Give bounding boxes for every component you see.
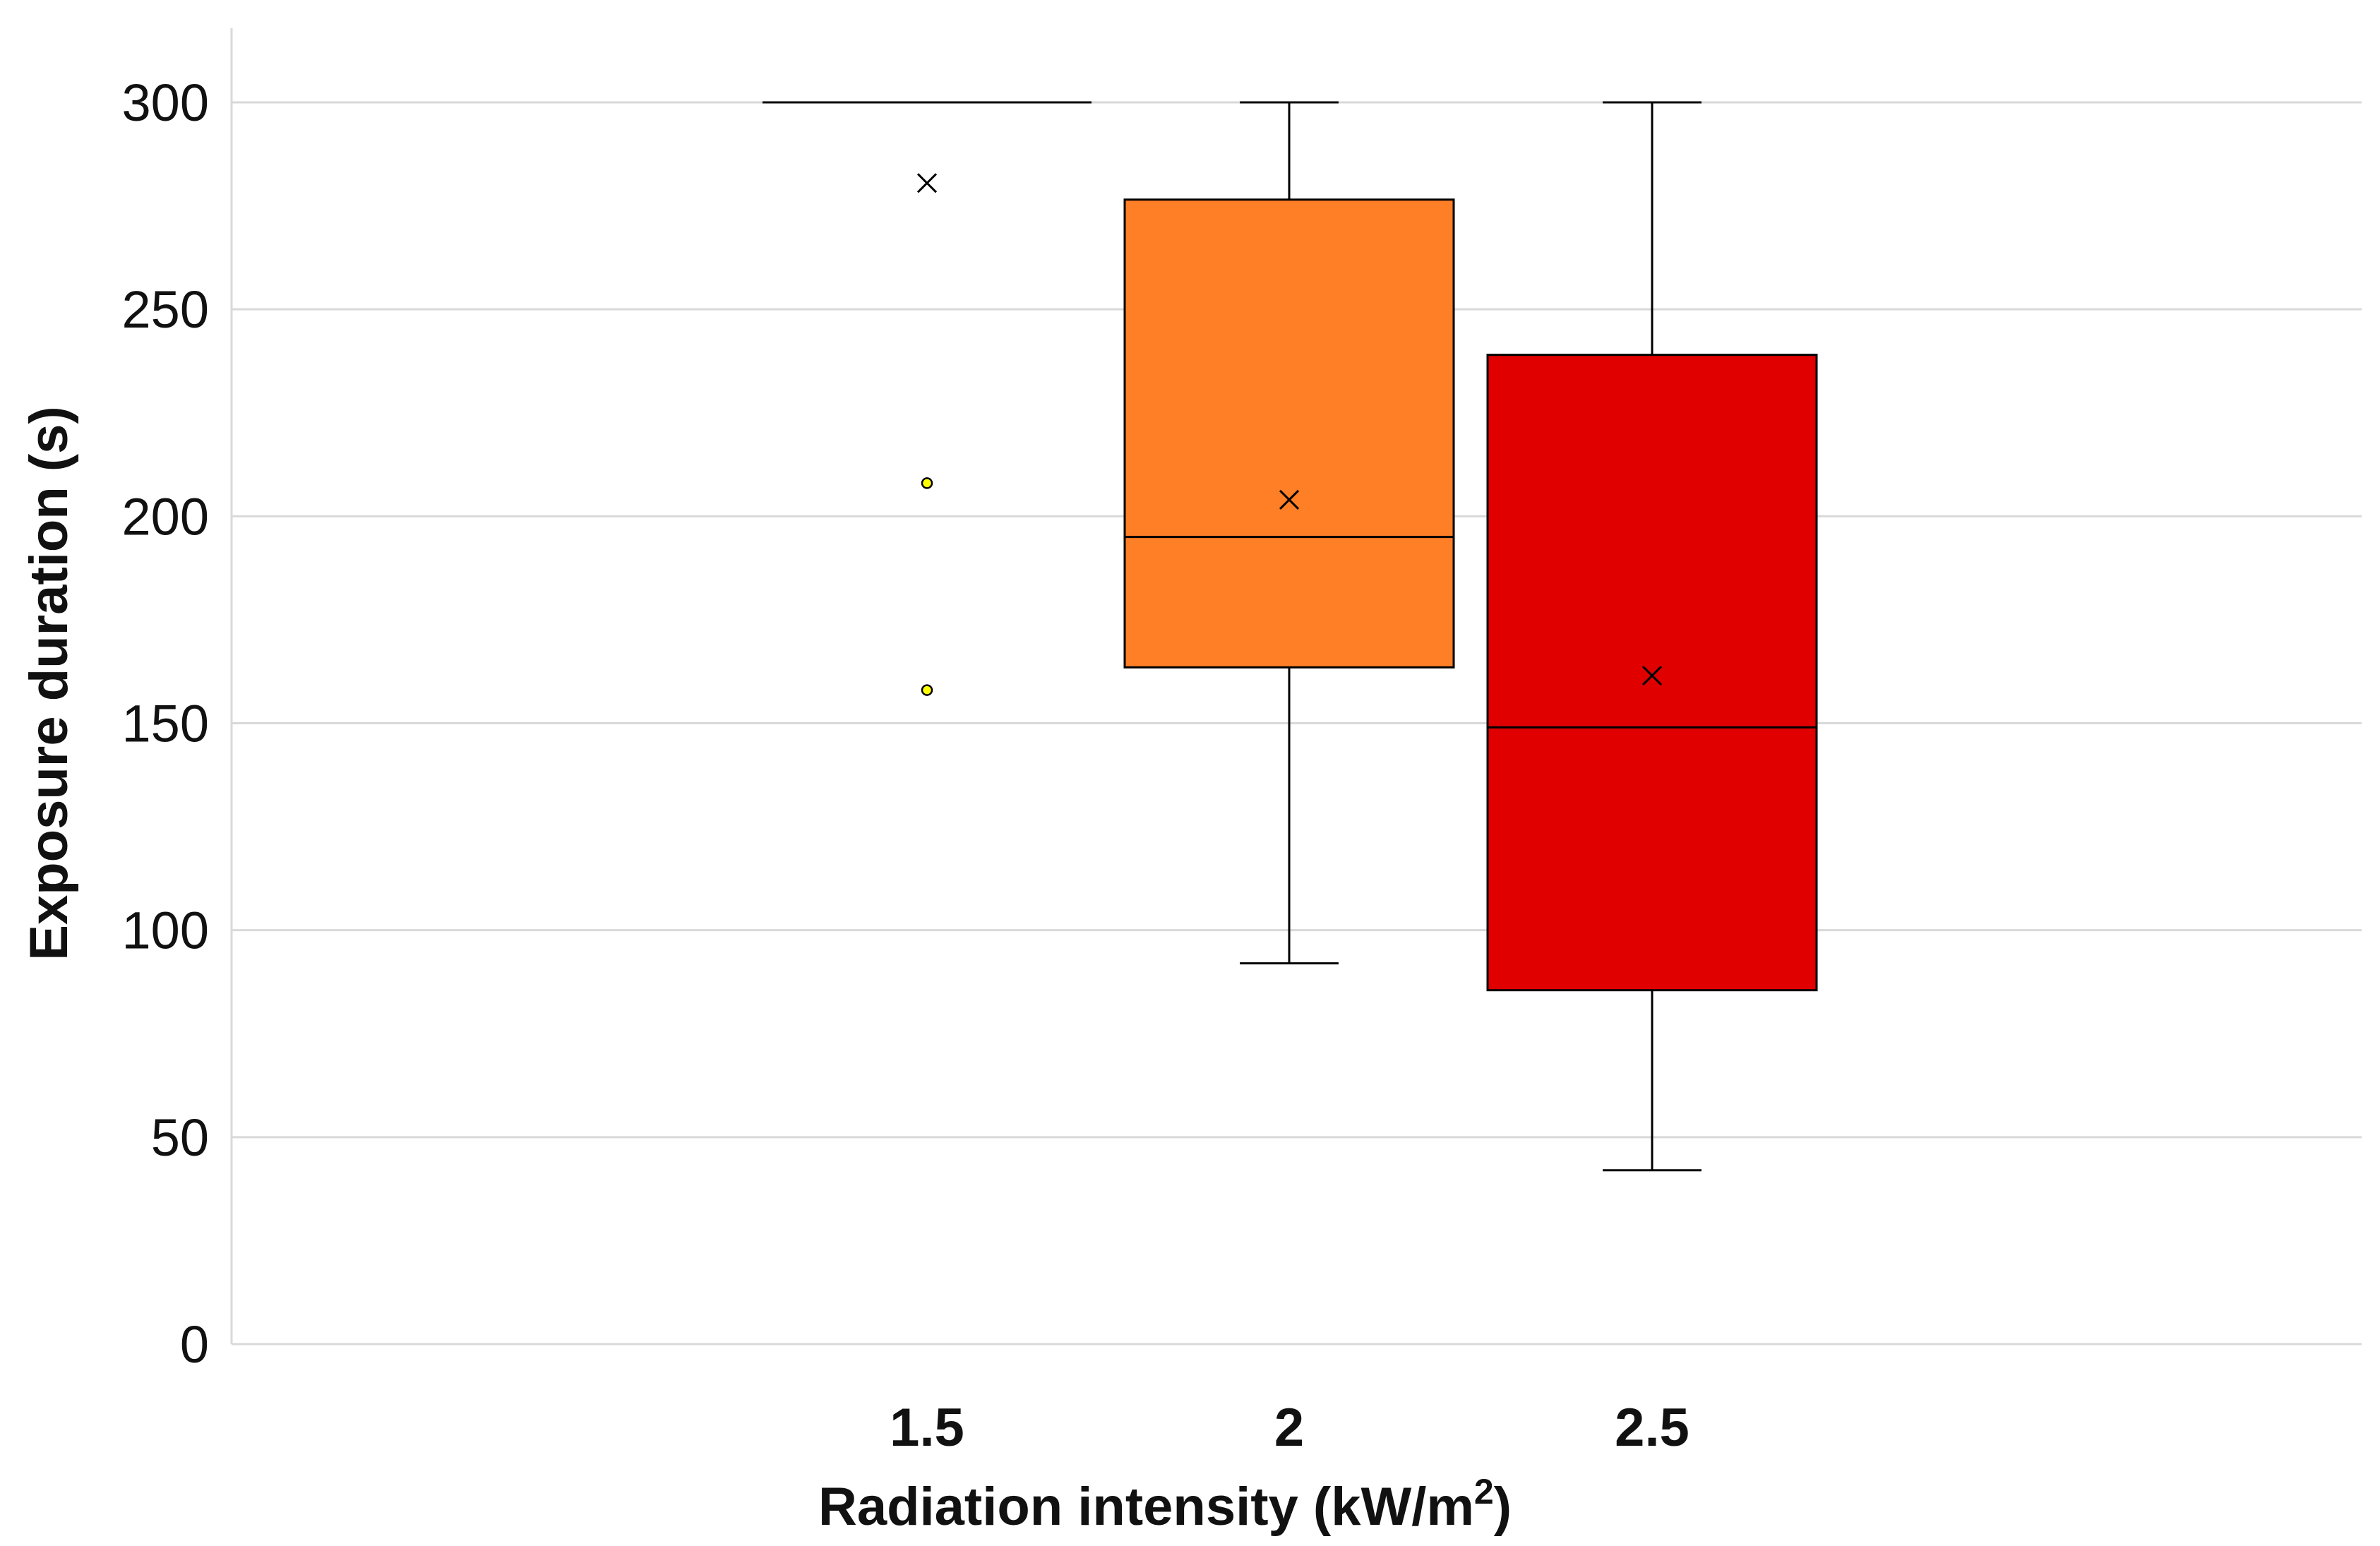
axes [230, 28, 2362, 1346]
mean-marker-1.5 [916, 173, 938, 193]
y-tick-label-250: 250 [122, 280, 209, 339]
mean-marker-stroke-b [916, 173, 938, 193]
y-tick-label-50: 50 [151, 1108, 209, 1167]
x-tick-labels: 1.5 2 2.5 [890, 1398, 1690, 1458]
y-tick-label-300: 300 [122, 73, 209, 132]
x-tick-label-2.5: 2.5 [1615, 1398, 1690, 1458]
mean-marker-stroke-b [1642, 666, 1663, 686]
y-axis-title: Exposure duration (s) [19, 406, 79, 960]
x-tick-label-1.5: 1.5 [890, 1398, 964, 1458]
x-axis-title: Radiation intensity (kW/m2) [818, 1472, 1512, 1537]
y-tick-labels: 0 50 100 150 200 250 300 [122, 73, 209, 1374]
outlier-point-1.5-1 [921, 684, 933, 696]
boxes [763, 101, 1818, 1172]
mean-marker-stroke-b [1279, 489, 1300, 510]
mean-marker-2 [1279, 489, 1300, 510]
x-axis-title-superscript: 2 [1474, 1472, 1494, 1511]
box-group-2 [1123, 101, 1455, 965]
y-tick-label-0: 0 [180, 1315, 209, 1374]
box-2.5 [1486, 354, 1818, 992]
box-group-2.5 [1486, 101, 1818, 1172]
y-tick-label-150: 150 [122, 695, 209, 753]
x-tick-label-2: 2 [1274, 1398, 1304, 1458]
box-2 [1123, 198, 1455, 669]
y-tick-label-200: 200 [122, 487, 209, 546]
mean-marker-2.5 [1642, 666, 1663, 686]
outlier-point-1.5-0 [921, 477, 933, 489]
y-tick-label-100: 100 [122, 901, 209, 960]
box-group-1.5 [763, 101, 1092, 696]
